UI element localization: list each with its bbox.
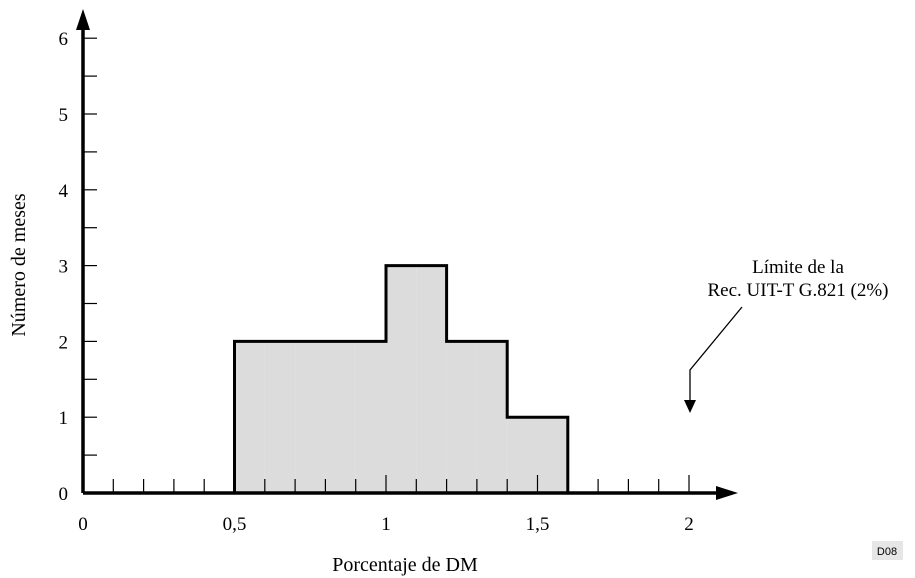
x-axis-title: Porcentaje de DM — [332, 554, 478, 576]
y-tick-label-0: 0 — [59, 484, 69, 505]
y-axis-arrowhead — [76, 9, 90, 30]
histogram-bars — [233, 264, 570, 493]
y-tick-label-3: 3 — [59, 257, 69, 278]
x-axis-ticks: 0 0,5 1 1,5 2 — [78, 475, 694, 535]
limit-annotation: Límite de la Rec. UIT-T G.821 (2%) — [684, 257, 889, 413]
histogram-outline — [233, 264, 570, 493]
x-tick-label-2: 2 — [684, 514, 694, 535]
y-axis-ticks: 0 1 2 3 4 5 6 — [59, 29, 97, 505]
histogram-bin-8 — [476, 341, 508, 493]
annotation-line-1: Límite de la — [752, 257, 844, 278]
x-axis-arrowhead — [716, 486, 738, 500]
annotation-leader-line — [689, 306, 743, 410]
x-tick-label-0,5: 0,5 — [223, 514, 247, 535]
histogram-bin-2 — [295, 341, 326, 493]
y-tick-label-1: 1 — [59, 408, 69, 429]
y-tick-label-6: 6 — [59, 29, 69, 50]
x-tick-label-1: 1 — [381, 514, 391, 535]
x-tick-label-1,5: 1,5 — [526, 514, 550, 535]
annotation-line-2: Rec. UIT-T G.821 (2%) — [708, 280, 889, 301]
figure-code-badge: D08 — [872, 541, 903, 560]
histogram-bin-9 — [507, 417, 538, 493]
axes — [76, 9, 738, 500]
badge-box — [872, 541, 903, 560]
x-tick-label-0: 0 — [78, 514, 88, 535]
y-tick-label-4: 4 — [59, 181, 69, 202]
y-tick-label-2: 2 — [59, 332, 69, 353]
badge-label: D08 — [877, 546, 897, 558]
histogram-bin-0 — [234, 341, 265, 493]
histogram-bin-6 — [416, 265, 447, 493]
histogram-bin-10 — [537, 417, 568, 493]
y-tick-label-5: 5 — [59, 105, 69, 126]
y-axis-title: Número de meses — [8, 193, 30, 337]
annotation-arrowhead — [684, 400, 696, 413]
histogram-bin-3 — [325, 341, 356, 493]
histogram-bin-7 — [446, 341, 477, 493]
histogram-bin-4 — [355, 341, 386, 493]
histogram-bin-5 — [386, 265, 417, 493]
histogram-bin-1 — [264, 341, 296, 493]
